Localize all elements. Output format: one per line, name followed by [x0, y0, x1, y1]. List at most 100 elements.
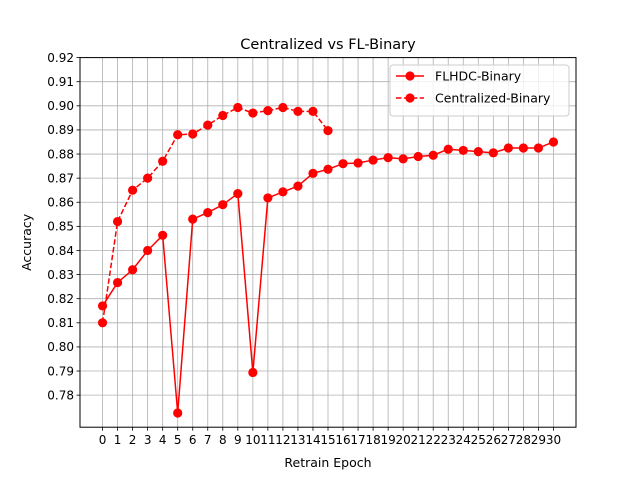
data-point-flhdc-binary [248, 367, 258, 378]
y-tick-label: 0.92 [47, 51, 74, 65]
data-point-centralized-binary [143, 173, 153, 183]
data-point-flhdc-binary [533, 143, 544, 153]
y-tick-label: 0.88 [47, 147, 74, 161]
y-tick-label: 0.79 [47, 364, 74, 378]
data-point-centralized-binary [173, 130, 183, 140]
data-point-flhdc-binary [383, 153, 393, 163]
data-point-flhdc-binary [338, 159, 348, 169]
data-point-centralized-binary [188, 129, 198, 139]
data-point-centralized-binary [97, 318, 108, 328]
x-tick-label: 29 [531, 433, 546, 447]
data-point-flhdc-binary [473, 147, 483, 157]
data-point-flhdc-binary [278, 187, 288, 197]
x-tick-label: 21 [411, 433, 426, 447]
data-point-flhdc-binary [398, 154, 408, 164]
x-tick-label: 12 [275, 433, 290, 447]
x-tick-label: 23 [441, 433, 456, 447]
data-point-flhdc-binary [173, 408, 183, 418]
x-tick-label: 26 [486, 433, 501, 447]
legend-label-centralized-binary: Centralized-Binary [435, 91, 551, 106]
x-tick-label: 15 [320, 433, 335, 447]
data-point-centralized-binary [128, 185, 138, 195]
data-point-centralized-binary [323, 126, 333, 136]
data-point-flhdc-binary [428, 150, 438, 160]
legend: FLHDC-Binary Centralized-Binary [389, 64, 570, 117]
x-tick-label: 7 [204, 433, 212, 447]
x-tick-label: 6 [189, 433, 197, 447]
y-tick-label: 0.90 [47, 99, 74, 113]
y-tick-label: 0.89 [47, 123, 74, 137]
y-tick-label: 0.78 [47, 388, 74, 402]
data-point-flhdc-binary [368, 155, 378, 165]
data-point-flhdc-binary [233, 188, 243, 199]
y-tick-label: 0.84 [47, 244, 74, 258]
y-tick-label: 0.82 [47, 292, 74, 306]
x-tick-label: 1 [114, 433, 122, 447]
legend-box [389, 64, 570, 117]
y-tick-label: 0.85 [47, 220, 74, 234]
data-point-centralized-binary [112, 216, 123, 227]
data-point-flhdc-binary [458, 145, 468, 156]
data-point-flhdc-binary [323, 164, 333, 174]
x-tick-label: 5 [174, 433, 182, 447]
data-point-centralized-binary [218, 110, 228, 121]
x-tick-label: 8 [219, 433, 227, 447]
x-tick-label: 13 [290, 433, 305, 447]
y-tick-label: 0.83 [47, 268, 74, 282]
y-tick-label: 0.91 [47, 75, 74, 89]
data-point-flhdc-binary [188, 214, 198, 224]
data-point-flhdc-binary [518, 143, 528, 153]
legend-marker-flhdc-binary [405, 71, 415, 81]
data-point-flhdc-binary [503, 143, 513, 153]
data-point-flhdc-binary [308, 168, 318, 178]
data-point-flhdc-binary [413, 151, 423, 162]
x-tick-label: 4 [159, 433, 167, 447]
data-point-flhdc-binary [203, 208, 213, 218]
y-tick-label: 0.81 [47, 316, 74, 330]
x-tick-label: 20 [396, 433, 411, 447]
data-point-centralized-binary [293, 106, 303, 116]
data-point-centralized-binary [308, 106, 318, 116]
x-tick-label: 16 [335, 433, 350, 447]
data-point-flhdc-binary [548, 137, 559, 147]
data-point-flhdc-binary [353, 158, 363, 168]
x-tick-label: 25 [471, 433, 486, 447]
x-tick-label: 24 [456, 433, 471, 447]
x-tick-label: 10 [245, 433, 260, 447]
x-tick-label: 2 [129, 433, 137, 447]
data-point-centralized-binary [203, 120, 213, 130]
data-point-flhdc-binary [293, 181, 303, 191]
data-point-flhdc-binary [112, 277, 123, 288]
y-tick-label: 0.87 [47, 171, 74, 185]
data-point-centralized-binary [233, 102, 243, 113]
x-tick-label: 0 [99, 433, 107, 447]
data-point-centralized-binary [158, 156, 168, 166]
y-tick-label: 0.86 [47, 196, 74, 210]
chart-title: Centralized vs FL-Binary [240, 37, 416, 53]
data-point-centralized-binary [263, 106, 273, 116]
data-point-flhdc-binary [143, 245, 153, 256]
series-line-centralized-binary [101, 106, 329, 323]
data-point-flhdc-binary [443, 144, 453, 154]
legend-marker-centralized-binary [405, 93, 415, 103]
data-point-flhdc-binary [263, 193, 273, 203]
x-tick-label: 30 [546, 433, 561, 447]
legend-label-flhdc-binary: FLHDC-Binary [435, 69, 522, 84]
data-point-flhdc-binary [218, 200, 228, 210]
x-tick-label: 17 [350, 433, 365, 447]
y-axis-label: Accuracy [19, 213, 34, 271]
x-tick-label: 19 [380, 433, 395, 447]
x-tick-label: 27 [501, 433, 516, 447]
x-tick-label: 9 [234, 433, 242, 447]
axis-ticks: 0 1 2 3 4 5 6 7 8 9 10 11 12 13 14 15 16 17 18 19 20 21 22 23 24… [47, 51, 561, 447]
x-tick-label: 11 [260, 433, 275, 447]
data-point-flhdc-binary [488, 148, 498, 158]
x-tick-label: 3 [144, 433, 152, 447]
y-tick-label: 0.80 [47, 340, 74, 354]
x-tick-label: 18 [365, 433, 380, 447]
series-area [97, 102, 559, 418]
x-tick-label: 14 [305, 433, 320, 447]
x-axis-label: Retrain Epoch [284, 455, 371, 470]
data-point-flhdc-binary [158, 230, 168, 240]
